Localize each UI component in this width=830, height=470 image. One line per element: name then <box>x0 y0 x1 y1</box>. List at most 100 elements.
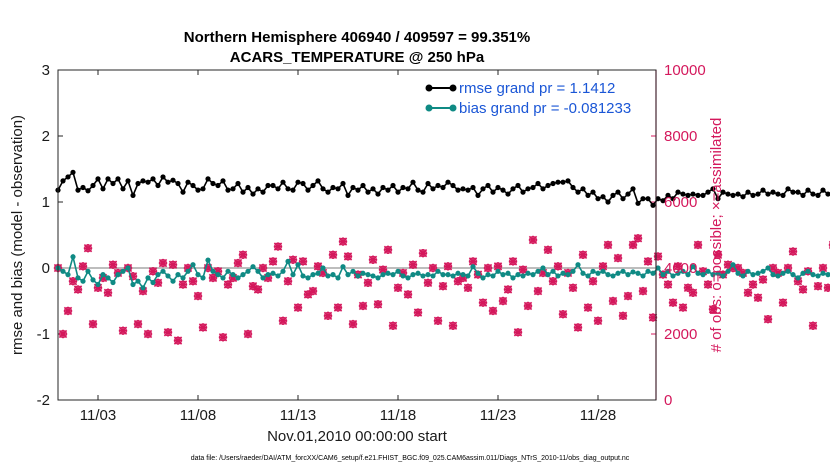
bias-point <box>365 272 371 278</box>
bias-point <box>815 273 821 279</box>
obs-assimilated-point <box>333 303 343 312</box>
bias-point <box>115 272 121 278</box>
rmse-point <box>235 180 241 187</box>
legend-box <box>420 76 652 122</box>
obs-assimilated-point <box>453 277 463 286</box>
bias-point <box>725 268 731 274</box>
data-file-footnote: data file: /Users/raeder/DAI/ATM_forcXX/… <box>191 455 630 462</box>
obs-assimilated-point <box>438 281 448 291</box>
y-tick-label: -2 <box>37 392 50 409</box>
rmse-point <box>360 182 366 189</box>
obs-assimilated-point <box>288 255 298 264</box>
y-right-tick-label: 10000 <box>664 62 706 79</box>
rmse-point <box>345 192 351 198</box>
chart-title-line2: ACARS_TEMPERATURE @ 250 hPa <box>230 49 485 66</box>
obs-assimilated-point <box>158 258 168 268</box>
bias-point <box>410 272 416 278</box>
bias-point <box>430 273 436 279</box>
obs-assimilated-point <box>788 247 798 256</box>
obs-assimilated-point <box>423 278 433 288</box>
obs-assimilated-point <box>193 291 203 301</box>
obs-assimilated-point <box>603 240 613 250</box>
bias-point <box>700 272 706 278</box>
rmse-point <box>335 186 341 192</box>
bias-point <box>615 270 621 276</box>
rmse-point <box>495 184 501 191</box>
obs-assimilated-point <box>108 260 118 269</box>
obs-assimilated-point <box>318 268 328 278</box>
bias-point <box>360 270 366 276</box>
obs-assimilated-point <box>383 245 393 255</box>
obs-assimilated-point <box>568 283 578 292</box>
x-tick-labels: 11/03 11/08 11/13 11/18 11/23 11/28 <box>80 407 616 424</box>
bias-point <box>535 268 541 274</box>
bias-point <box>635 270 641 276</box>
rmse-point <box>90 182 96 189</box>
obs-assimilated-point <box>508 257 518 266</box>
bias-point <box>65 272 71 278</box>
rmse-point <box>355 187 361 193</box>
rmse-point <box>660 198 666 204</box>
obs-assimilated-point <box>403 290 413 299</box>
rmse-point <box>75 187 81 193</box>
bias-point <box>735 270 741 276</box>
obs-assimilated-point <box>388 321 398 330</box>
bias-point <box>485 272 491 278</box>
rmse-point <box>480 186 486 192</box>
obs-assimilated-point <box>548 277 558 286</box>
y-right-tick-label: 2000 <box>664 326 697 343</box>
bias-point <box>190 262 196 268</box>
bias-point <box>120 268 126 274</box>
bias-point <box>505 270 511 276</box>
obs-assimilated-point <box>583 303 593 312</box>
rmse-point <box>350 184 356 191</box>
obs-assimilated-point <box>118 326 128 335</box>
rmse-point <box>690 191 696 197</box>
rmse-point <box>590 189 596 195</box>
bias-point <box>645 268 651 274</box>
bias-point <box>350 268 356 274</box>
obs-assimilated-point <box>683 283 693 292</box>
obs-assimilated-point <box>408 260 418 269</box>
rmse-point <box>85 188 91 194</box>
obs-assimilated-point <box>358 301 368 311</box>
obs-assimilated-point <box>668 298 678 307</box>
obs-assimilated-point <box>58 329 68 339</box>
obs-assimilated-point <box>373 300 383 309</box>
bias-point <box>530 272 536 278</box>
rmse-point <box>800 192 806 198</box>
y-right-tick-label: 0 <box>664 392 672 409</box>
rmse-point <box>305 187 311 193</box>
rmse-point <box>435 182 441 189</box>
rmse-point <box>655 196 661 202</box>
obs-assimilated-point <box>363 278 373 288</box>
rmse-point <box>755 191 761 197</box>
obs-assimilated-point <box>588 277 598 286</box>
y-tick-labels: -2 -1 0 1 2 3 <box>37 62 50 409</box>
obs-assimilated-point <box>723 260 733 269</box>
bias-point <box>340 264 346 270</box>
legend: rmse grand pr = 1.1412 bias grand pr = -… <box>420 76 652 122</box>
bias-point <box>575 262 581 268</box>
obs-assimilated-point <box>638 286 648 296</box>
rmse-point <box>245 184 251 191</box>
bias-point <box>260 275 266 281</box>
obs-assimilated-point <box>73 285 83 294</box>
bias-point <box>640 273 646 279</box>
y-right-tick-labels: 0 2000 4000 6000 8000 10000 <box>664 62 706 409</box>
rmse-point <box>475 192 481 198</box>
bias-point <box>470 264 476 270</box>
bias-point <box>705 268 711 274</box>
rmse-point <box>520 189 526 195</box>
rmse-point <box>285 186 291 192</box>
rmse-point <box>610 192 616 198</box>
bias-point <box>760 268 766 274</box>
bias-point <box>80 278 86 284</box>
rmse-point <box>405 186 411 192</box>
obs-assimilated-point <box>703 280 713 289</box>
obs-assimilated-point <box>698 267 708 276</box>
obs-assimilated-point <box>128 272 138 281</box>
rmse-point <box>420 189 426 195</box>
bias-point <box>385 270 391 276</box>
bias-point <box>395 268 401 274</box>
